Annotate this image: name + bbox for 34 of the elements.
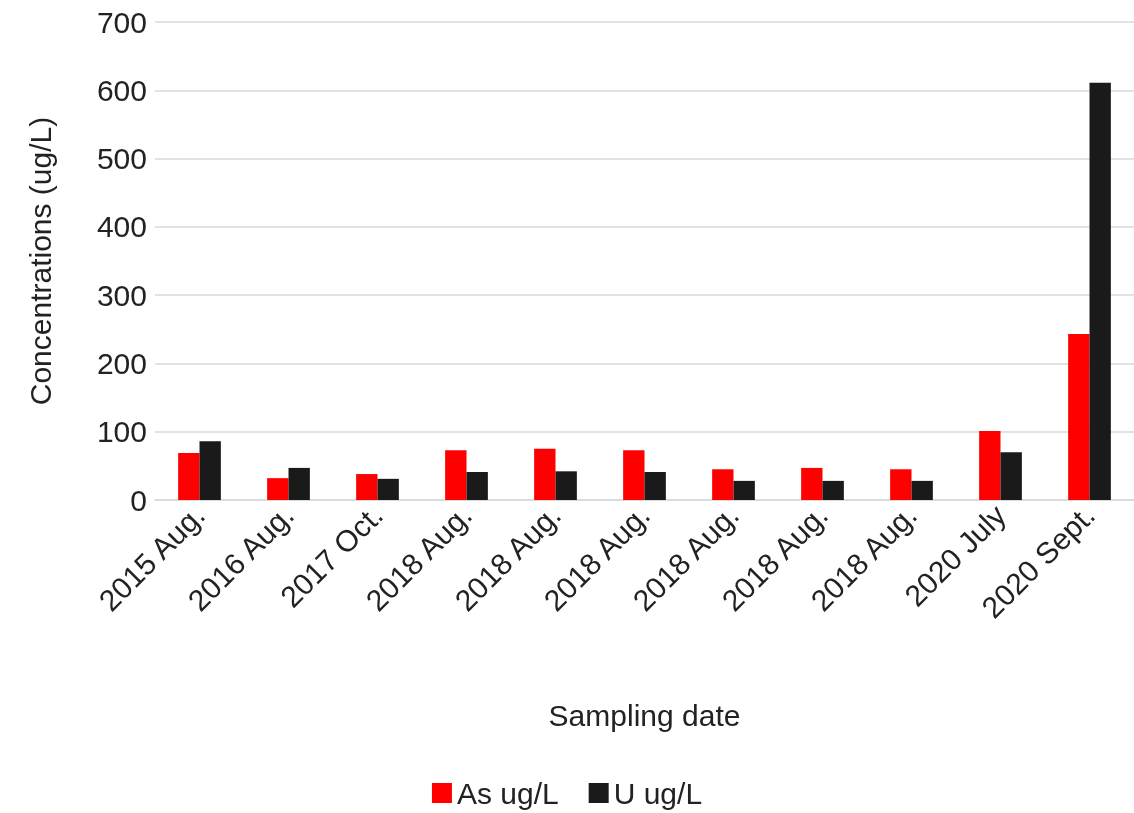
x-axis-title: Sampling date bbox=[548, 698, 741, 732]
y-tick-label: 0 bbox=[130, 483, 147, 517]
bar bbox=[911, 480, 933, 500]
bar bbox=[623, 450, 645, 500]
bar bbox=[733, 480, 755, 500]
bar bbox=[712, 469, 734, 500]
y-axis-title: Concentrations (ug/L) bbox=[23, 116, 57, 406]
bar bbox=[1068, 334, 1090, 500]
bar bbox=[178, 452, 200, 500]
bar bbox=[1000, 452, 1022, 500]
y-tick-label: 700 bbox=[96, 5, 147, 39]
bar bbox=[356, 474, 378, 500]
bar bbox=[534, 448, 556, 500]
legend-label: As ug/L bbox=[456, 776, 559, 810]
bar bbox=[466, 472, 488, 500]
bar bbox=[445, 450, 467, 500]
y-tick-label: 500 bbox=[96, 142, 147, 176]
y-tick-label: 100 bbox=[96, 415, 147, 449]
bar bbox=[555, 471, 577, 500]
legend-label: U ug/L bbox=[613, 776, 703, 810]
bar bbox=[890, 469, 912, 500]
bar bbox=[979, 431, 1001, 500]
y-tick-label: 400 bbox=[96, 210, 147, 244]
bar bbox=[377, 478, 399, 500]
y-tick-label: 300 bbox=[96, 278, 147, 312]
bar bbox=[644, 472, 666, 500]
bar bbox=[822, 480, 844, 500]
bar bbox=[1089, 82, 1111, 500]
bar bbox=[801, 467, 823, 500]
y-tick-label: 200 bbox=[96, 346, 147, 380]
y-tick-label: 600 bbox=[96, 73, 147, 107]
bar bbox=[288, 467, 310, 500]
bar bbox=[199, 441, 221, 500]
bar bbox=[267, 478, 289, 500]
